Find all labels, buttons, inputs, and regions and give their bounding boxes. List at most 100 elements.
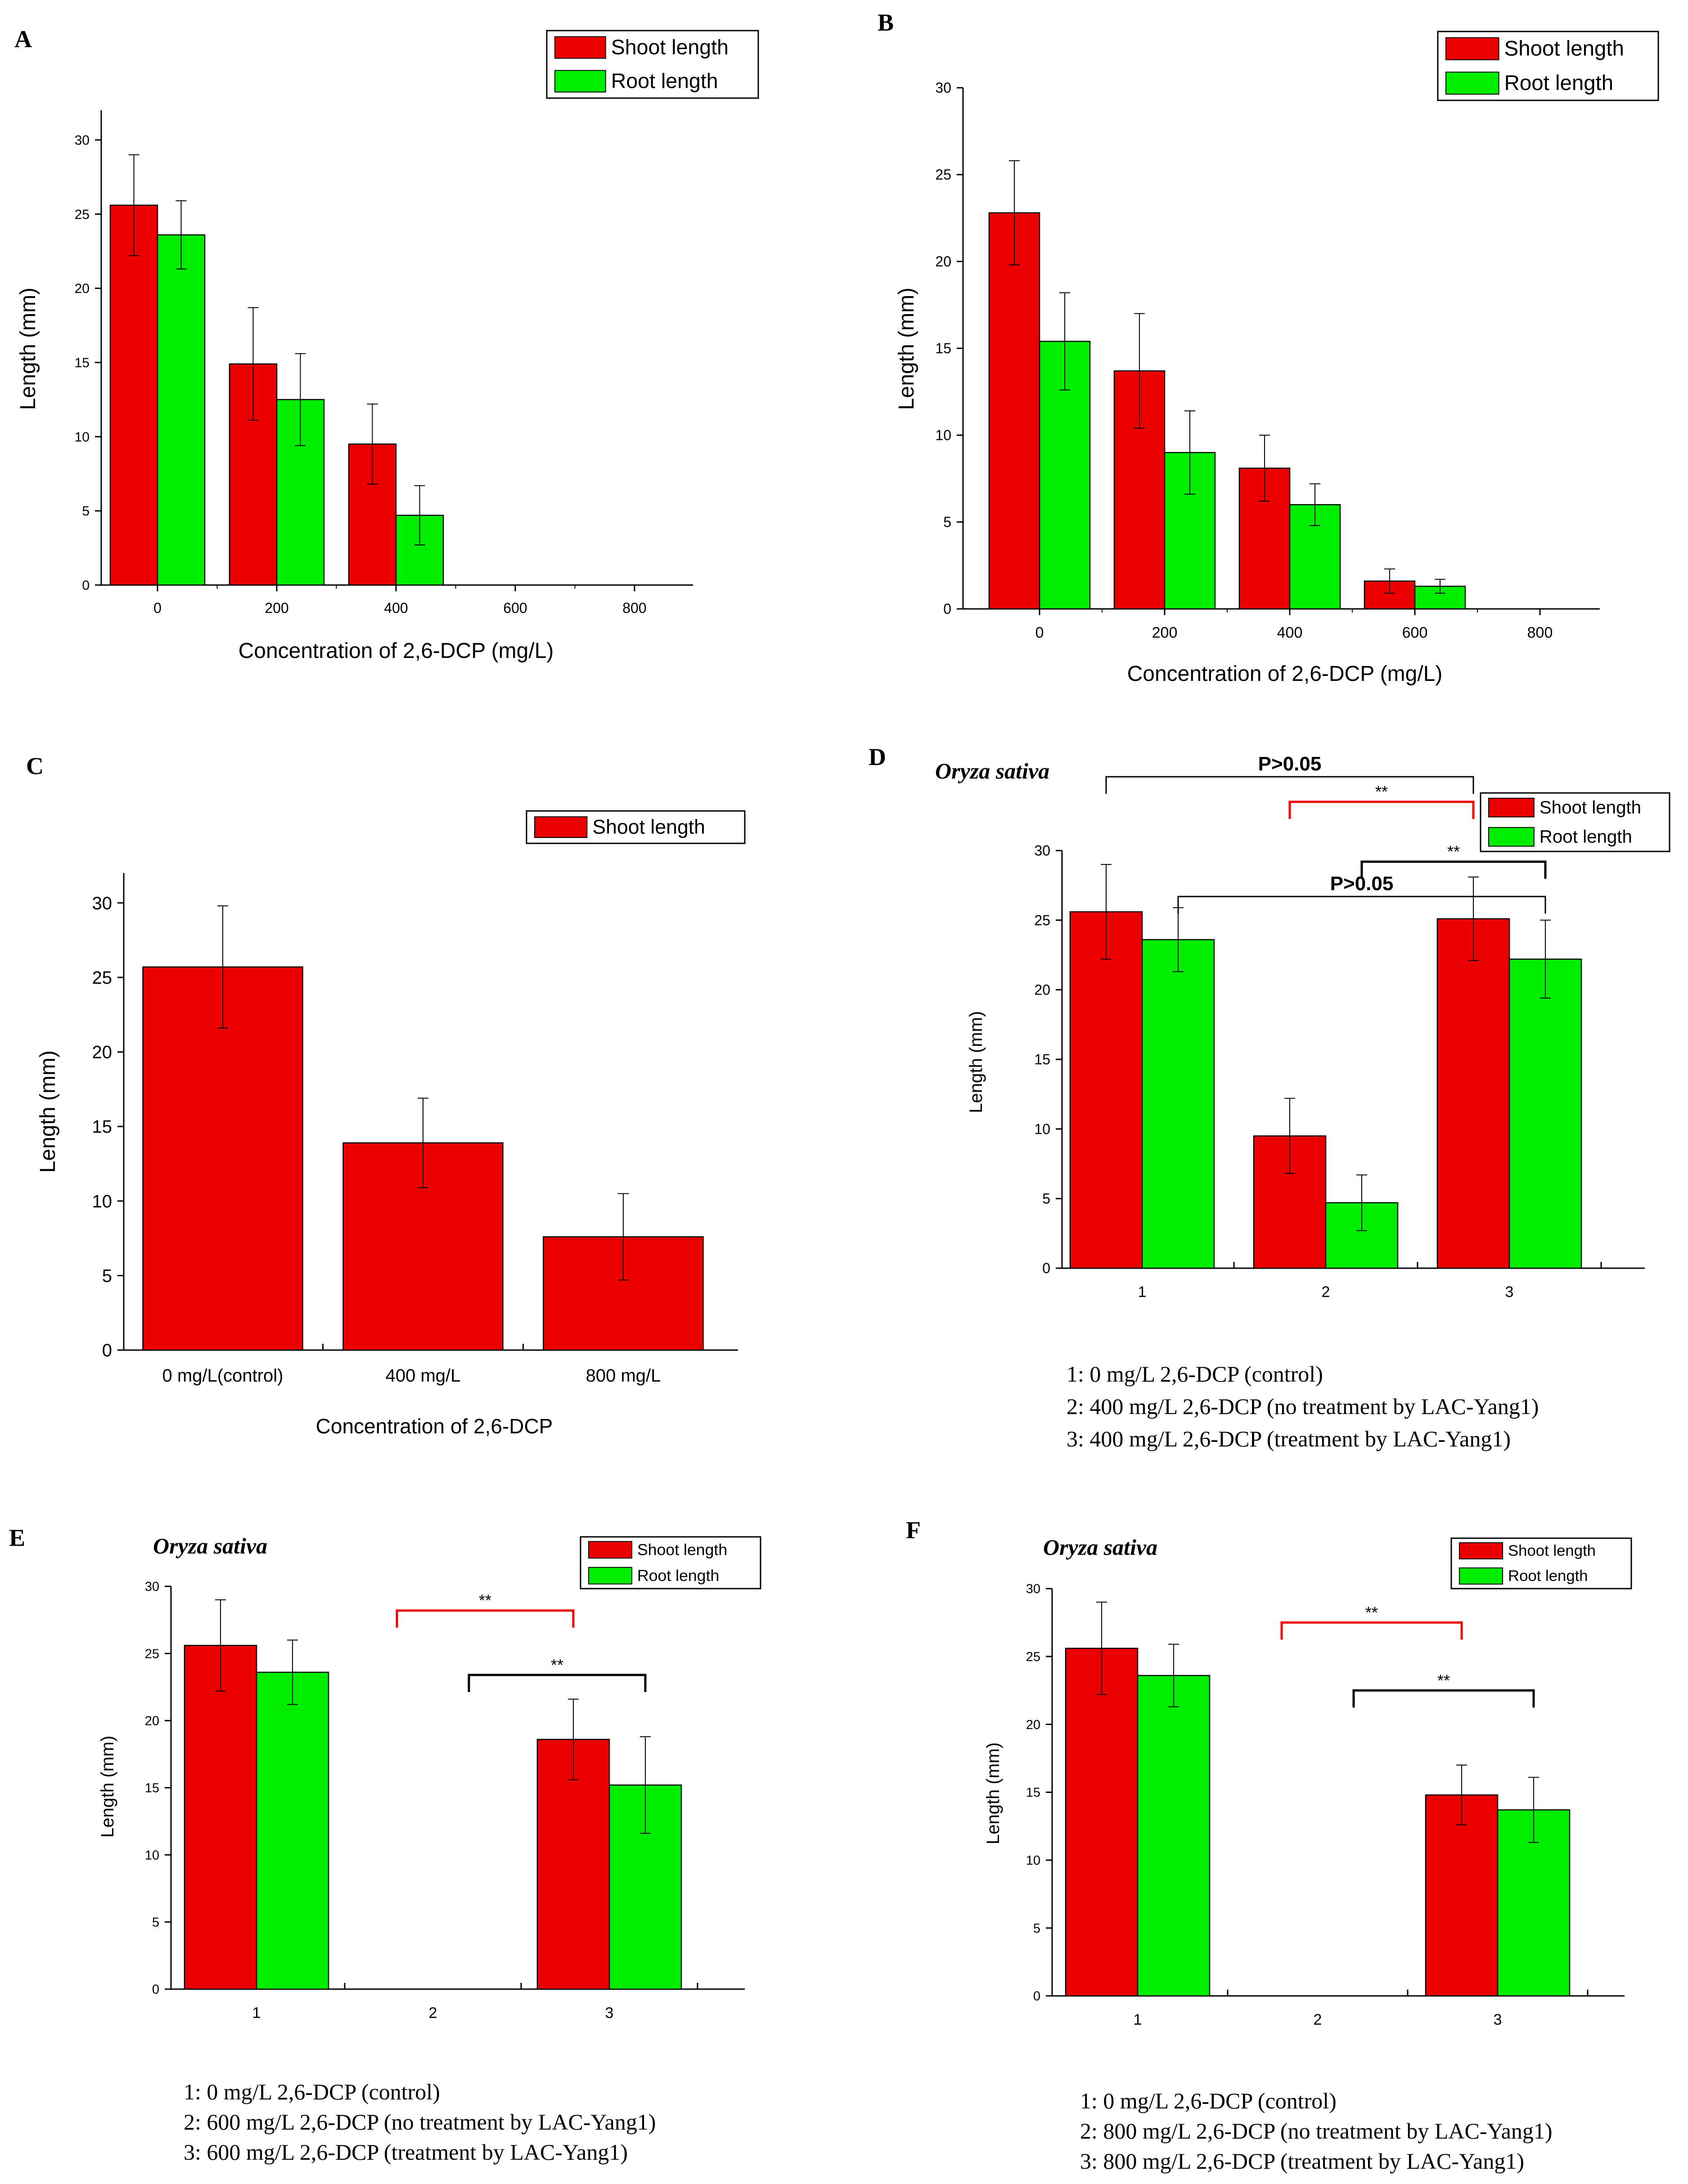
panel-label-F: F <box>906 1517 921 1544</box>
legend-label: Shoot length <box>592 816 705 838</box>
chart-panel-B: B 0 5 10 15 20 25 30 0 200 400 600 800 Shoot length Ro… <box>878 9 1659 686</box>
y-tick-label: 25 <box>935 167 951 183</box>
x-tick-label: 200 <box>265 600 288 616</box>
y-tick-label: 30 <box>92 893 113 913</box>
chart-panel-C: C 0 5 10 15 20 25 30 0 mg/L(control) 400 mg/L 800 … <box>26 752 746 1438</box>
y-tick-label: 30 <box>935 80 951 96</box>
significance-label: P>0.05 <box>1330 873 1394 895</box>
x-tick-label: 200 <box>1152 624 1178 641</box>
x-tick-label: 800 mg/L <box>586 1366 661 1386</box>
y-tick-label: 20 <box>935 253 951 270</box>
bar <box>1141 939 1215 1269</box>
x-tick-label: 3 <box>605 2004 614 2022</box>
y-tick-label: 0 <box>943 601 951 617</box>
y-tick-label: 25 <box>92 968 113 988</box>
footnote-line: 1: 0 mg/L 2,6-DCP (control) <box>1067 1361 1323 1387</box>
x-tick-label: 400 mg/L <box>386 1366 461 1386</box>
chart-panel-A: A 0 5 10 15 20 25 30 0 200 400 600 800 Shoot length Ro… <box>14 26 759 663</box>
bar <box>1065 1648 1139 1997</box>
y-axis-title: Length (mm) <box>966 1011 986 1113</box>
x-tick-label: 600 <box>503 600 527 616</box>
significance-bracket <box>468 1674 647 1692</box>
bar <box>157 234 206 586</box>
y-axis-title: Length (mm) <box>895 288 918 410</box>
y-tick-label: 20 <box>92 1043 113 1063</box>
y-tick-label: 5 <box>152 1915 159 1930</box>
y-tick-label: 5 <box>102 1266 112 1286</box>
x-tick-label: 3 <box>1494 2011 1502 2028</box>
legend-label: Root length <box>1504 71 1614 95</box>
legend: Shoot length <box>526 810 746 844</box>
legend-swatch <box>588 1541 632 1559</box>
y-tick-label: 20 <box>1026 1718 1040 1732</box>
bar <box>256 1671 329 1990</box>
y-tick-label: 20 <box>75 281 90 296</box>
y-tick-label: 30 <box>145 1580 159 1594</box>
bar <box>543 1236 704 1351</box>
legend: Shoot length Root length <box>580 1536 761 1590</box>
chart-panel-E: E Oryza sativa 0 5 10 15 20 25 30 1 2 3 ** ** Shoot le… <box>9 1524 761 2165</box>
significance-label: ** <box>1447 842 1460 861</box>
x-axis-title: Concentration of 2,6-DCP (mg/L) <box>239 639 554 663</box>
x-tick-label: 400 <box>1277 624 1303 641</box>
y-tick-label: 10 <box>92 1192 113 1211</box>
y-axis-title: Length (mm) <box>983 1743 1003 1845</box>
significance-bracket <box>396 1609 575 1628</box>
footnote-line: 1: 0 mg/L 2,6-DCP (control) <box>184 2079 440 2104</box>
x-tick-label: 2 <box>1322 1283 1330 1301</box>
significance-bracket <box>1177 896 1546 914</box>
footnote-line: 2: 600 mg/L 2,6-DCP (no treatment by LAC… <box>184 2109 656 2134</box>
species-label: Oryza sativa <box>1043 1535 1157 1560</box>
bar <box>1137 1675 1211 1997</box>
y-tick-label: 15 <box>1026 1786 1040 1800</box>
bar <box>109 204 158 586</box>
legend-label: Root length <box>637 1567 719 1585</box>
x-tick-label: 1 <box>252 2004 261 2022</box>
y-tick-label: 25 <box>1034 912 1050 928</box>
x-axis-title: Concentration of 2,6-DCP (mg/L) <box>1127 662 1443 686</box>
panel-label-C: C <box>26 752 44 779</box>
y-tick-label: 30 <box>1026 1582 1040 1596</box>
bar <box>184 1645 257 1990</box>
legend-swatch <box>1459 1542 1503 1559</box>
y-tick-label: 0 <box>152 1982 159 1997</box>
species-label: Oryza sativa <box>153 1533 267 1558</box>
significance-label: ** <box>1375 783 1388 801</box>
significance-label: ** <box>479 1591 491 1610</box>
y-tick-label: 15 <box>935 340 951 356</box>
legend-swatch <box>534 816 588 838</box>
legend-label: Root length <box>1539 827 1632 847</box>
y-tick-label: 15 <box>145 1781 159 1796</box>
y-tick-label: 10 <box>145 1848 159 1863</box>
bar <box>1425 1794 1499 1997</box>
y-tick-label: 15 <box>75 356 90 370</box>
legend-swatch <box>588 1567 632 1585</box>
legend: Shoot length Root length <box>1480 792 1670 852</box>
panel-label-B: B <box>878 9 894 36</box>
panel-label-D: D <box>869 743 886 770</box>
legend-label: Root length <box>1508 1567 1588 1585</box>
legend-label: Shoot length <box>611 36 729 59</box>
y-tick-label: 5 <box>1033 1921 1040 1936</box>
y-tick-label: 5 <box>1042 1191 1050 1207</box>
significance-bracket <box>1288 801 1475 819</box>
y-tick-label: 5 <box>943 514 951 530</box>
y-tick-label: 0 <box>82 578 90 593</box>
y-tick-label: 10 <box>75 430 90 445</box>
legend-label: Root length <box>611 69 718 93</box>
x-tick-label: 800 <box>1527 624 1553 641</box>
significance-label: P>0.05 <box>1258 753 1322 775</box>
legend-label: Shoot length <box>1508 1542 1596 1559</box>
x-tick-label: 400 <box>384 600 408 616</box>
x-tick-label: 0 mg/L(control) <box>162 1366 284 1386</box>
y-tick-label: 30 <box>1034 842 1050 859</box>
y-tick-label: 10 <box>1034 1121 1050 1137</box>
y-tick-label: 0 <box>102 1341 112 1360</box>
y-tick-label: 20 <box>1034 982 1050 998</box>
footnote-line: 3: 800 mg/L 2,6-DCP (treatment by LAC-Ya… <box>1080 2148 1524 2174</box>
significance-bracket <box>1280 1621 1463 1640</box>
x-tick-label: 3 <box>1505 1283 1514 1301</box>
y-tick-label: 30 <box>75 133 90 148</box>
x-tick-label: 1 <box>1134 2011 1142 2028</box>
y-axis-title: Length (mm) <box>98 1736 117 1838</box>
